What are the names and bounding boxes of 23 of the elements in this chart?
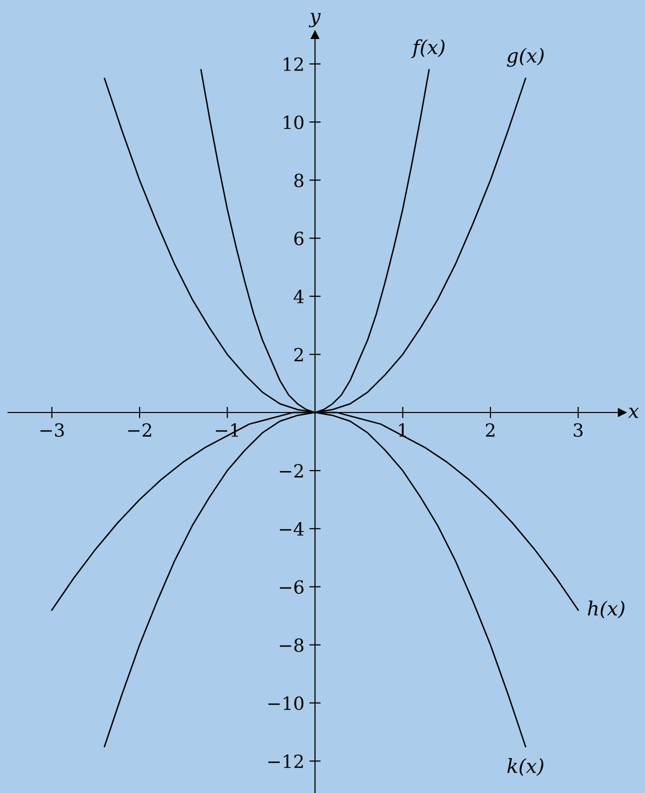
y-tick-label: 10 <box>284 115 304 130</box>
y-tick-label: 4 <box>294 290 304 304</box>
y-tick-label: −4 <box>280 522 304 536</box>
x-tick-label: −2 <box>128 423 152 437</box>
y-tick-label: 8 <box>294 174 304 188</box>
y-tick-label: 2 <box>294 348 303 362</box>
y-tick-label: 12 <box>284 57 303 71</box>
x-axis-title: x <box>628 408 639 418</box>
series-label: k(x) <box>507 758 544 776</box>
y-tick-label: −8 <box>280 638 304 652</box>
y-tick-label: −10 <box>268 696 304 710</box>
series-label: g(x) <box>506 48 544 67</box>
series-label: f(x) <box>411 39 444 58</box>
x-tick-label: −1 <box>216 423 238 437</box>
y-tick-label: 6 <box>294 232 304 246</box>
x-tick-label: 2 <box>486 423 494 437</box>
y-axis-title: y <box>308 12 321 28</box>
y-tick-label: −12 <box>268 754 303 768</box>
x-tick-label: −3 <box>40 423 64 437</box>
series-label: h(x) <box>588 600 624 618</box>
y-tick-label: −2 <box>280 464 303 478</box>
x-tick-label: 3 <box>574 423 583 437</box>
y-tick-label: −6 <box>280 580 304 594</box>
